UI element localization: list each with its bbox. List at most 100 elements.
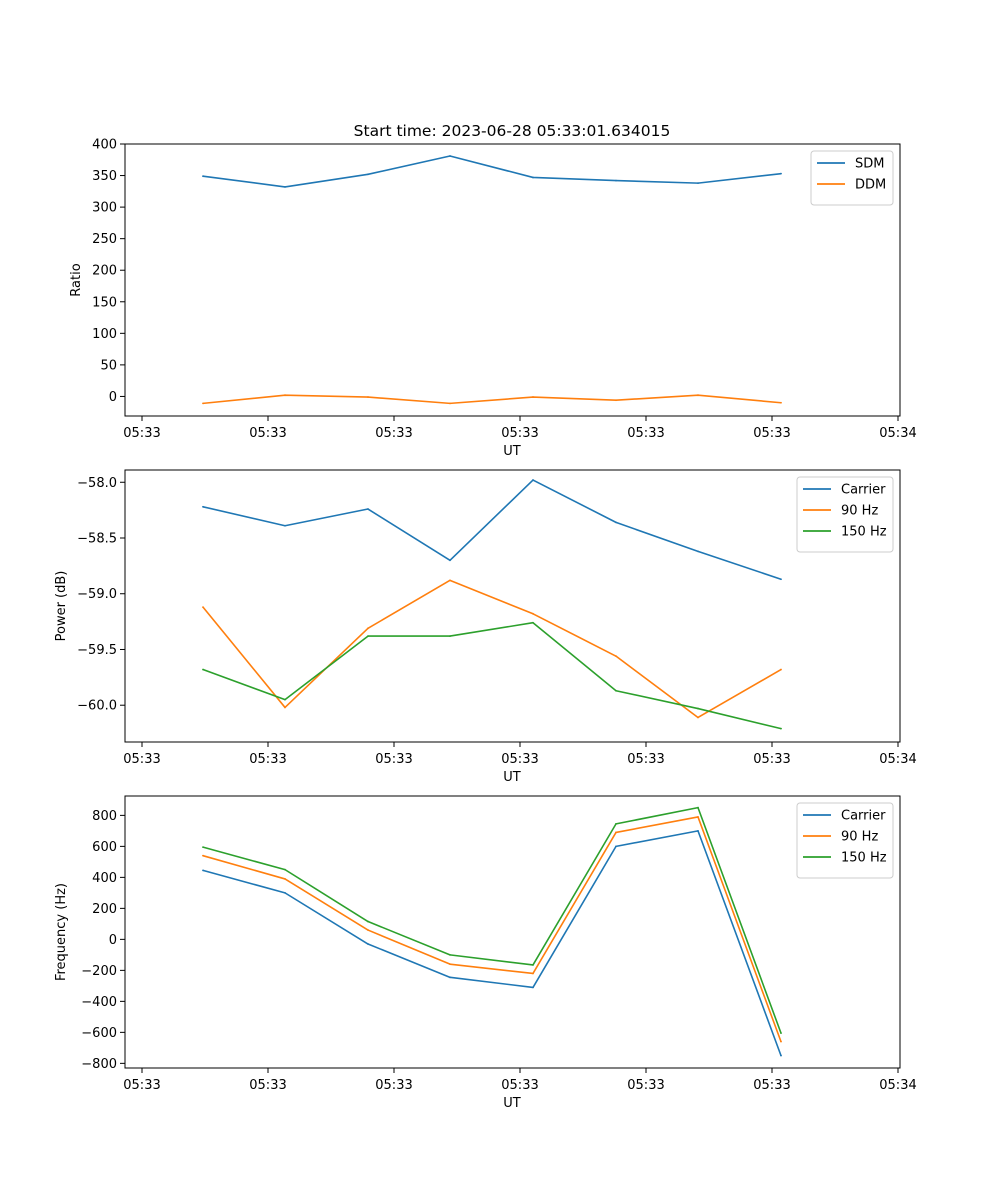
- data-point: [532, 964, 534, 966]
- data-point: [697, 806, 699, 809]
- data-point: [697, 550, 699, 553]
- y-axis-label: Power (dB): [54, 571, 69, 642]
- x-tick-label: 05:33: [627, 426, 664, 441]
- data-point: [532, 621, 534, 624]
- data-point: [615, 689, 617, 692]
- data-point: [202, 505, 204, 508]
- y-tick-label: −58.0: [77, 476, 117, 491]
- x-tick-label: 05:34: [879, 752, 916, 767]
- data-point: [367, 920, 369, 923]
- x-axis-label: UT: [503, 444, 521, 459]
- x-tick-label: 05:33: [123, 752, 160, 767]
- x-axis-label: UT: [503, 770, 521, 785]
- series-line-sdm: [202, 155, 782, 188]
- data-point: [532, 986, 534, 989]
- x-tick-label: 05:33: [627, 752, 664, 767]
- data-point: [615, 179, 617, 182]
- legend: Carrier 90 Hz 150 Hz: [796, 476, 894, 553]
- data-point: [284, 878, 286, 880]
- y-tick-label: −59.5: [77, 643, 117, 658]
- y-tick-label: −800: [81, 1057, 117, 1072]
- data-point: [367, 508, 369, 510]
- data-point: [367, 173, 369, 176]
- y-tick-label: 200: [92, 264, 117, 279]
- y-tick-label: −600: [81, 1026, 117, 1041]
- series-line-ddm: [202, 394, 782, 405]
- data-point: [532, 972, 534, 975]
- legend: Carrier 90 Hz 150 Hz: [796, 802, 894, 879]
- data-point: [780, 401, 782, 404]
- x-tick-label: 05:33: [375, 426, 412, 441]
- data-point: [697, 182, 699, 185]
- data-point: [202, 854, 204, 857]
- legend-label: 150 Hz: [841, 851, 887, 866]
- y-tick-label: 350: [92, 169, 117, 184]
- data-point: [367, 929, 369, 931]
- y-axis-label: Frequency (Hz): [54, 883, 69, 981]
- y-tick-label: −59.0: [77, 587, 117, 602]
- data-point: [697, 716, 699, 719]
- panel-1: 05:33 05:33 05:33 05:33 05:33 05:33 05:34 0 50 10…: [69, 138, 917, 460]
- panels: 05:33 05:33 05:33 05:33 05:33 05:33 05:34 0 50 10…: [54, 138, 917, 1112]
- y-tick-label: 400: [92, 138, 117, 153]
- data-point: [780, 578, 782, 581]
- data-point: [284, 524, 286, 527]
- data-point: [449, 963, 451, 966]
- data-point: [780, 1040, 782, 1043]
- y-tick-label: 800: [92, 809, 117, 824]
- x-tick-label: 05:34: [879, 426, 916, 441]
- legend-label: 90 Hz: [841, 504, 878, 519]
- y-tick-label: 0: [109, 933, 117, 948]
- series-line-carrier: [202, 479, 782, 581]
- series-line-90-hz: [202, 816, 782, 1042]
- data-point: [697, 816, 699, 818]
- data-point: [449, 402, 451, 405]
- series-line-carrier: [202, 830, 782, 1056]
- data-point: [780, 727, 782, 730]
- plot-area: [124, 795, 901, 1069]
- y-tick-label: 400: [92, 871, 117, 886]
- legend-label: Carrier: [841, 483, 886, 498]
- legend-frame: [796, 476, 894, 553]
- data-point: [284, 706, 286, 709]
- legend: SDM DDM: [810, 150, 894, 206]
- y-tick-label: −200: [81, 964, 117, 979]
- legend-frame: [810, 150, 894, 206]
- data-point: [284, 394, 286, 397]
- data-point: [615, 521, 617, 524]
- panel-3: 05:33 05:33 05:33 05:33 05:33 05:33 05:34 −800 −…: [54, 795, 917, 1111]
- data-point: [367, 635, 369, 637]
- x-tick-label: 05:33: [249, 426, 286, 441]
- x-tick-label: 05:34: [879, 1078, 916, 1093]
- y-axis-label: Ratio: [69, 263, 84, 296]
- data-point: [780, 172, 782, 175]
- x-tick-label: 05:33: [501, 752, 538, 767]
- x-tick-label: 05:33: [123, 426, 160, 441]
- legend-frame: [796, 802, 894, 879]
- x-axis-label: UT: [503, 1096, 521, 1111]
- legend-label: 150 Hz: [841, 525, 887, 540]
- data-point: [697, 394, 699, 397]
- x-tick-label: 05:33: [753, 426, 790, 441]
- data-point: [284, 698, 286, 701]
- legend-label: Carrier: [841, 809, 886, 824]
- data-point: [532, 396, 534, 398]
- y-tick-label: −60.0: [77, 699, 117, 714]
- series-line-150-hz: [202, 806, 782, 1034]
- data-point: [202, 606, 204, 609]
- data-point: [449, 559, 451, 562]
- data-point: [202, 846, 204, 849]
- y-tick-label: 200: [92, 902, 117, 917]
- x-tick-label: 05:33: [249, 752, 286, 767]
- data-point: [697, 829, 699, 832]
- plot-area: [124, 143, 901, 417]
- data-point: [284, 186, 286, 188]
- y-tick-label: 150: [92, 295, 117, 310]
- data-point: [284, 868, 286, 871]
- data-point: [367, 627, 369, 630]
- legend-label: DDM: [855, 178, 886, 193]
- data-point: [367, 396, 369, 398]
- legend-label: 90 Hz: [841, 830, 878, 845]
- y-tick-label: 600: [92, 840, 117, 855]
- y-tick-label: −58.5: [77, 532, 117, 547]
